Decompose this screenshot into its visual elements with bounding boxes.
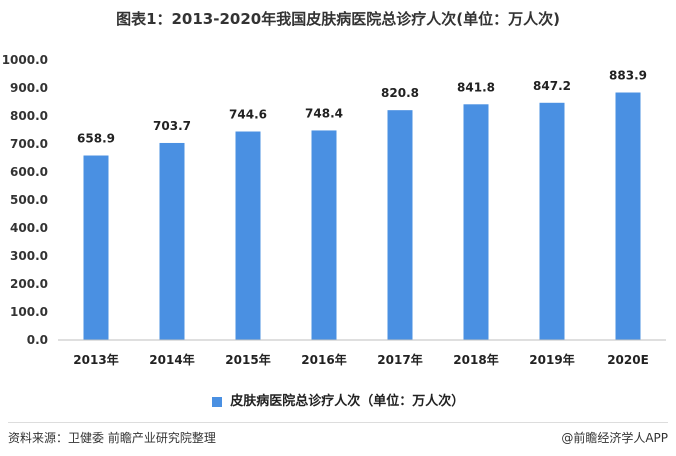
x-tick-label: 2016年: [301, 352, 346, 367]
data-label: 841.8: [457, 80, 495, 94]
y-tick-label: 600.0: [10, 165, 48, 179]
x-tick-label: 2013年: [73, 352, 118, 367]
bar: [463, 104, 489, 341]
legend-swatch: [211, 396, 222, 407]
data-label: 883.9: [609, 69, 647, 83]
y-tick-label: 400.0: [10, 221, 48, 235]
bar: [159, 142, 185, 340]
y-tick-label: 1000.0: [2, 53, 48, 67]
x-tick-label: 2017年: [377, 352, 422, 367]
bar: [387, 110, 413, 341]
chart-title: 图表1：2013-2020年我国皮肤病医院总诊疗人次(单位：万人次): [116, 10, 560, 28]
source-note: 资料来源：卫健委 前瞻产业研究院整理: [8, 431, 216, 445]
bar: [539, 102, 565, 340]
bar: [615, 92, 641, 341]
x-tick-label: 2015年: [225, 352, 270, 367]
legend-label: 皮肤病医院总诊疗人次（单位：万人次）: [230, 394, 465, 409]
x-tick-label: 2019年: [529, 352, 574, 367]
legend: 皮肤病医院总诊疗人次（单位：万人次）: [0, 390, 676, 409]
y-tick-label: 200.0: [10, 277, 48, 291]
y-tick-label: 300.0: [10, 249, 48, 263]
y-tick-label: 900.0: [10, 81, 48, 95]
brand-watermark-text: @前瞻经济学人APP: [561, 431, 668, 445]
bar: [83, 155, 109, 340]
footer-divider: [8, 422, 668, 423]
data-label: 748.4: [305, 106, 343, 120]
x-tick-label: 2014年: [149, 352, 194, 367]
data-label: 847.2: [533, 79, 571, 93]
x-tick-label: 2020E: [607, 353, 649, 367]
y-tick-label: 0.0: [27, 333, 48, 347]
data-label: 744.6: [229, 108, 267, 122]
data-label: 703.7: [153, 119, 191, 133]
y-tick-label: 700.0: [10, 137, 48, 151]
y-tick-label: 500.0: [10, 193, 48, 207]
bar: [235, 131, 261, 340]
x-tick-label: 2018年: [453, 352, 498, 367]
data-label: 820.8: [381, 86, 419, 100]
y-tick-label: 100.0: [10, 305, 48, 319]
bar-chart: 0.0 100.0 200.0 300.0 400.0 500.0 600.0 700.0 80…: [2, 53, 666, 367]
y-tick-label: 800.0: [10, 109, 48, 123]
data-label: 658.9: [77, 132, 115, 146]
bar: [311, 130, 337, 340]
